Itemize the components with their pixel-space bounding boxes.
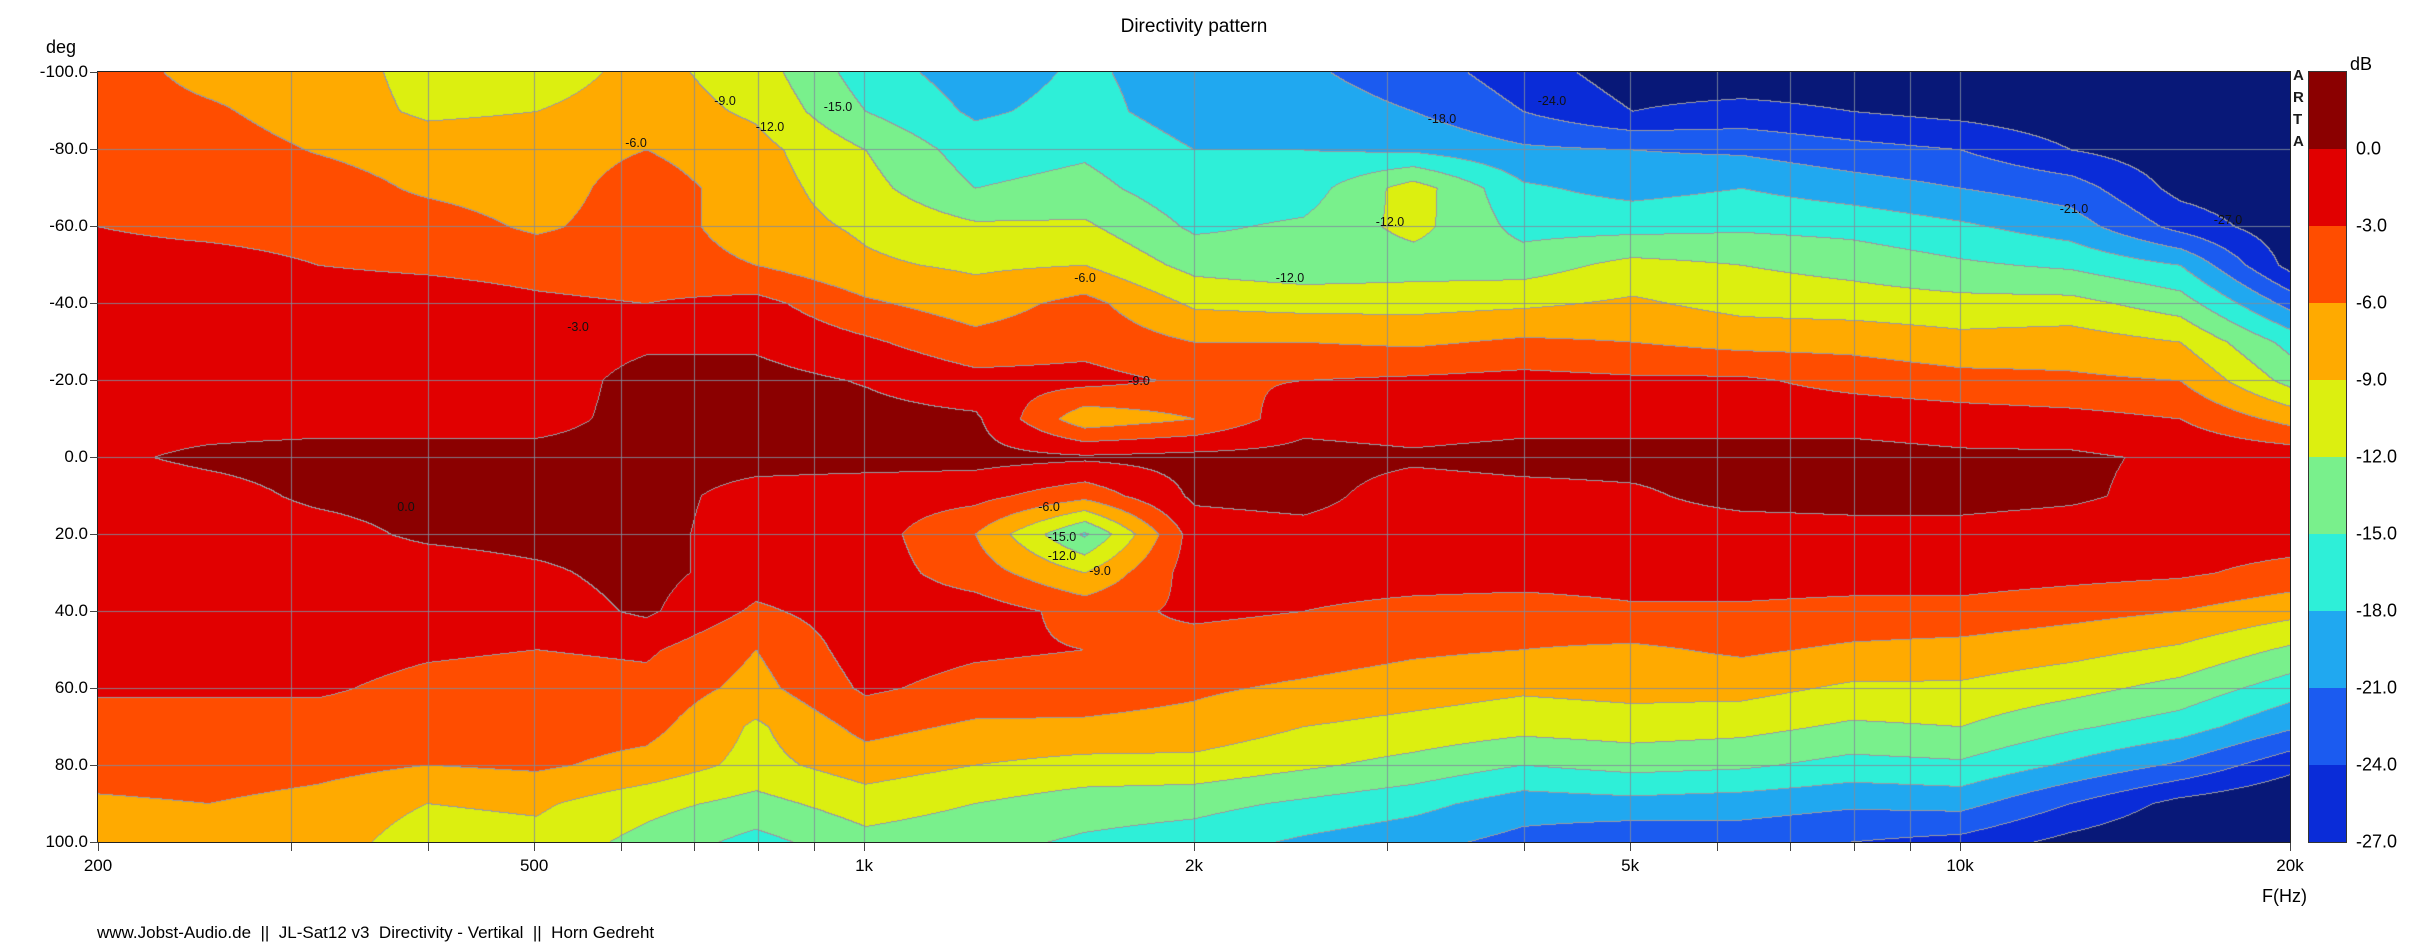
contour-value-label: -9.0 [1089, 564, 1111, 578]
contour-value-label: -12.0 [755, 120, 785, 134]
colorbar-boundary-label: -21.0 [2356, 677, 2398, 698]
y-axis-tick [90, 611, 98, 612]
arta-watermark-letter: R [2293, 89, 2304, 106]
colorbar-band [2309, 226, 2346, 303]
colorbar-band [2309, 688, 2346, 765]
colorbar-boundary-label: 0.0 [2356, 138, 2382, 159]
y-axis-tick [90, 765, 98, 766]
x-axis-tick [1630, 843, 1631, 851]
y-tick-label: 60.0 [54, 678, 88, 697]
colorbar-band [2309, 611, 2346, 688]
y-tick-label: 0.0 [64, 447, 88, 466]
contour-value-label: 0.0 [397, 500, 415, 514]
x-axis-tick [291, 843, 292, 851]
x-tick-label: 5k [1621, 856, 1640, 875]
x-axis-tick [534, 843, 535, 851]
arta-watermark-letter: A [2293, 133, 2304, 150]
x-axis-tick [1194, 843, 1195, 851]
x-axis-tick [864, 843, 865, 851]
x-axis-tick [1717, 843, 1718, 851]
y-axis-tick [90, 534, 98, 535]
y-axis-unit-label: deg [46, 37, 77, 57]
x-axis-tick [1524, 843, 1525, 851]
y-tick-label: -60.0 [49, 216, 88, 235]
contour-value-label: -15.0 [823, 100, 853, 114]
contour-value-label: -9.0 [714, 94, 736, 108]
x-tick-label: 500 [519, 856, 549, 875]
colorbar-band [2309, 534, 2346, 611]
colorbar [2308, 71, 2347, 843]
contour-value-label: -15.0 [1047, 530, 1077, 544]
x-axis-tick [814, 843, 815, 851]
y-axis-tick [90, 149, 98, 150]
x-axis-tick [1790, 843, 1791, 851]
colorbar-boundary-label: -9.0 [2356, 369, 2388, 390]
contour-value-label: -12.0 [1047, 549, 1077, 563]
colorbar-boundary-label: -12.0 [2356, 446, 2398, 467]
contour-value-label: -6.0 [1038, 500, 1060, 514]
y-axis-tick [90, 303, 98, 304]
colorbar-band [2309, 765, 2346, 842]
colorbar-boundary-label: -27.0 [2356, 831, 2398, 852]
x-axis-tick [98, 843, 99, 851]
x-axis-tick [1387, 843, 1388, 851]
x-tick-label: 20k [2276, 856, 2304, 875]
x-axis-tick [428, 843, 429, 851]
x-axis-unit-label: F(Hz) [2262, 886, 2307, 906]
y-tick-label: 40.0 [54, 601, 88, 620]
colorbar-band [2309, 380, 2346, 457]
y-tick-label: -40.0 [49, 293, 88, 312]
contour-value-label: -6.0 [625, 136, 647, 150]
x-tick-label: 200 [83, 856, 113, 875]
arta-watermark-letter: T [2293, 111, 2303, 128]
x-axis-tick [2290, 843, 2291, 851]
contour-canvas [98, 72, 2290, 842]
footer-text: www.Jobst-Audio.de || JL-Sat12 v3 Direct… [97, 923, 655, 942]
colorbar-boundary-label: -24.0 [2356, 754, 2398, 775]
y-axis-tick [90, 688, 98, 689]
y-axis-tick [90, 380, 98, 381]
x-tick-label: 1k [855, 856, 874, 875]
y-axis-tick [90, 842, 98, 843]
x-tick-label: 10k [1946, 856, 1974, 875]
y-tick-label: 100.0 [45, 832, 88, 851]
contour-value-label: -9.0 [1128, 374, 1150, 388]
x-axis-tick [1854, 843, 1855, 851]
contour-value-label: -24.0 [1537, 94, 1567, 108]
x-axis-tick [1960, 843, 1961, 851]
y-axis-tick [90, 457, 98, 458]
colorbar-boundary-label: -18.0 [2356, 600, 2398, 621]
colorbar-boundary-label: -15.0 [2356, 523, 2398, 544]
x-axis-tick [621, 843, 622, 851]
plot-area: -9.0 -12.0 -15.0 -6.0 -18.0 -24.0 -12.0 -21.0 -2… [97, 71, 2291, 843]
colorbar-band [2309, 149, 2346, 226]
y-tick-label: 20.0 [54, 524, 88, 543]
x-tick-label: 2k [1185, 856, 1203, 875]
y-tick-label: -80.0 [49, 139, 88, 158]
y-axis-tick [90, 226, 98, 227]
page-title: Directivity pattern [1120, 16, 1268, 37]
x-axis-tick [694, 843, 695, 851]
contour-value-label: -3.0 [567, 320, 589, 334]
x-axis-tick [758, 843, 759, 851]
colorbar-boundary-label: -3.0 [2356, 215, 2388, 236]
y-tick-label: -20.0 [49, 370, 88, 389]
contour-value-label: -6.0 [1074, 271, 1096, 285]
contour-value-label: -21.0 [2059, 202, 2089, 216]
y-axis-tick [90, 72, 98, 73]
colorbar-band [2309, 72, 2346, 149]
colorbar-unit-label: dB [2350, 54, 2373, 74]
colorbar-boundary-label: -6.0 [2356, 292, 2388, 313]
y-tick-label: 80.0 [54, 755, 88, 774]
colorbar-band [2309, 457, 2346, 534]
colorbar-band [2309, 303, 2346, 380]
x-axis-tick [1910, 843, 1911, 851]
arta-watermark-letter: A [2293, 67, 2304, 84]
y-tick-label: -100.0 [39, 62, 88, 81]
contour-value-label: -12.0 [1375, 215, 1405, 229]
contour-value-label: -12.0 [1275, 271, 1305, 285]
contour-value-label: -27.0 [2213, 213, 2243, 227]
contour-value-label: -18.0 [1427, 112, 1457, 126]
